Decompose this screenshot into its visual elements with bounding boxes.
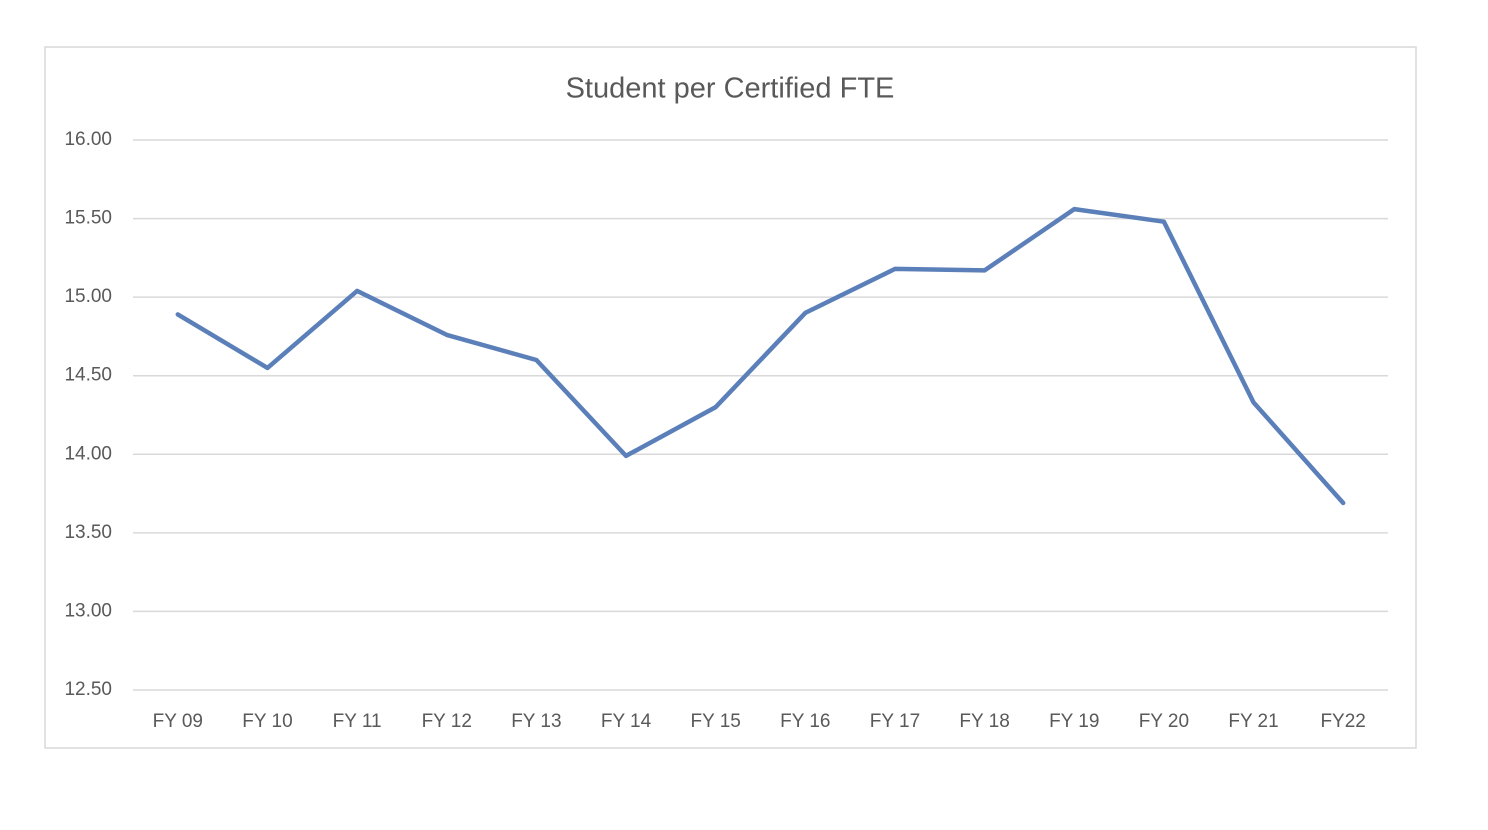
x-tick-label: FY 13	[511, 711, 561, 732]
x-tick-label: FY 17	[870, 711, 920, 732]
x-tick-label: FY 10	[242, 711, 292, 732]
data-line	[175, 206, 1346, 506]
y-tick-label: 14.00	[64, 443, 112, 464]
x-tick-label: FY 09	[153, 711, 203, 732]
y-tick-label: 14.50	[64, 365, 112, 386]
y-tick-label: 12.50	[64, 679, 112, 700]
y-tick-label: 15.00	[64, 286, 112, 307]
x-tick-label: FY 21	[1228, 711, 1278, 732]
x-tick-label: FY 19	[1049, 711, 1099, 732]
x-tick-label: FY 15	[690, 711, 740, 732]
x-tick-label: FY 12	[422, 711, 472, 732]
chart-title: Student per Certified FTE	[566, 73, 895, 105]
x-tick-label: FY 20	[1139, 711, 1189, 732]
y-tick-label: 15.50	[64, 208, 112, 229]
x-tick-label: FY 18	[959, 711, 1009, 732]
chart-frame	[44, 46, 1417, 749]
y-tick-label: 13.50	[64, 522, 112, 543]
x-tick-label: FY 16	[780, 711, 830, 732]
x-tick-label: FY 11	[333, 711, 382, 732]
x-tick-label: FY 14	[601, 711, 652, 732]
y-tick-label: 16.00	[64, 129, 112, 150]
x-tick-label: FY22	[1320, 711, 1365, 732]
y-tick-label: 13.00	[64, 600, 112, 621]
